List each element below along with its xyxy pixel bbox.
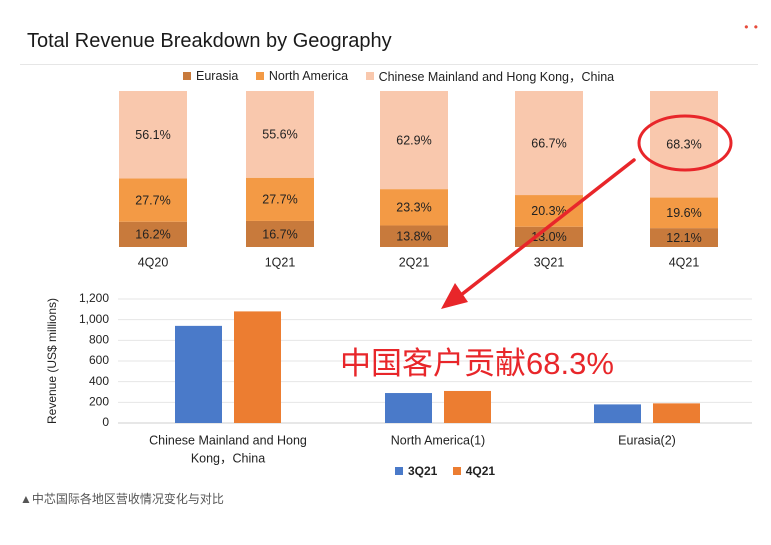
revenue-bar-3q21-2 [594, 404, 641, 423]
annotation-arrow-head [441, 283, 468, 309]
highlight-circle [637, 114, 733, 172]
annotation-arrow-shaft [459, 158, 636, 297]
data-label-north-america-1q21: 27.7% [262, 193, 297, 207]
stacked-percent-chart: 16.2% 27.7% 56.1% 4Q20 16.7% 27.7% 55.6% 1Q21 13… [119, 91, 718, 269]
annotation-callout: 中国客户贡献68.3% [340, 346, 614, 381]
legend-label-china: Chinese Mainland and Hong Kong，China [378, 70, 615, 84]
data-label-eurasia-4q20: 16.2% [135, 228, 170, 242]
data-label-china-4q21: 68.3% [666, 138, 701, 152]
x-category-label-0-1: Kong，China [191, 451, 265, 465]
data-label-eurasia-4q21: 12.1% [666, 231, 701, 245]
revenue-legend: 3Q21 4Q21 [395, 464, 507, 478]
stacked-bar-china-3q21 [515, 91, 583, 196]
y-tick-400: 400 [89, 374, 109, 388]
title-divider [20, 64, 758, 65]
y-tick-1000: 1,000 [79, 312, 109, 326]
chart-title: Total Revenue Breakdown by Geography [27, 30, 392, 52]
stacked-bar-eurasia-2q21 [380, 225, 448, 247]
data-label-north-america-4q20: 27.7% [135, 193, 170, 207]
revenue-bar-4q21-2 [653, 403, 700, 423]
stacked-bar-eurasia-1q21 [246, 220, 314, 247]
stacked-bar-north-america-1q21 [246, 177, 314, 221]
x-tick-1q21: 1Q21 [265, 255, 296, 269]
data-label-eurasia-2q21: 13.8% [396, 230, 431, 244]
stacked-bar-china-2q21 [380, 91, 448, 190]
stacked-bar-north-america-2q21 [380, 189, 448, 226]
revenue-chart-panel [17, 282, 759, 480]
legend-swatch-eurasia [183, 71, 191, 80]
revenue-bar-chart: 0 200 400 600 800 1,000 1,200 Revenue (US$ mill… [45, 291, 752, 465]
stacked-bar-china-4q21 [650, 91, 718, 198]
legend-label-3q21: 3Q21 [408, 464, 438, 478]
legend-swatch-north-america [255, 71, 264, 80]
x-category-label-2-0: Eurasia(2) [618, 433, 676, 447]
stacked-bar-china-1q21 [246, 91, 314, 178]
y-tick-200: 200 [89, 395, 109, 409]
data-label-china-4q20: 56.1% [135, 128, 170, 142]
data-label-north-america-3q21: 20.3% [531, 204, 566, 218]
image-caption: ▲中芯国际各地区营收情况变化与对比 [20, 492, 224, 506]
stacked-bar-eurasia-3q21 [515, 226, 583, 247]
y-axis-label: Revenue (US$ millions) [45, 298, 59, 424]
decorative-dots: • • [744, 20, 759, 34]
data-label-china-3q21: 66.7% [531, 136, 566, 150]
stacked-bar-north-america-3q21 [515, 195, 583, 227]
stacked-bar-china-4q20 [119, 91, 187, 179]
legend-item-3q21: 3Q21 [395, 464, 437, 478]
x-tick-2q21: 2Q21 [399, 255, 430, 269]
revenue-bar-3q21-0 [175, 325, 222, 423]
revenue-bar-4q21-0 [234, 311, 281, 423]
data-label-china-2q21: 62.9% [396, 133, 431, 147]
y-tick-1200: 1,200 [79, 291, 109, 305]
x-tick-4q21: 4Q21 [669, 255, 700, 269]
legend-item-north-america: North America [255, 68, 349, 83]
legend-item-eurasia: Eurasia [183, 69, 238, 83]
x-category-label-0-0: Chinese Mainland and Hong [149, 433, 307, 447]
legend-swatch-china [365, 71, 374, 80]
stacked-legend: Eurasia North America Chinese Mainland a… [183, 66, 628, 85]
y-tick-0: 0 [102, 415, 109, 429]
legend-label-4q21: 4Q21 [465, 464, 496, 478]
legend-swatch-4q21 [452, 467, 461, 475]
stacked-bar-north-america-4q21 [650, 197, 718, 229]
stacked-bar-eurasia-4q21 [650, 228, 718, 247]
data-label-china-1q21: 55.6% [262, 128, 297, 142]
legend-item-4q21: 4Q21 [452, 464, 496, 478]
legend-label-eurasia: Eurasia [196, 68, 239, 83]
y-tick-800: 800 [89, 333, 109, 347]
x-tick-4q20: 4Q20 [138, 255, 169, 269]
legend-label-north-america: North America [268, 68, 349, 83]
x-tick-3q21: 3Q21 [534, 255, 565, 269]
legend-item-china: Chinese Mainland and Hong Kong，China [365, 66, 615, 85]
y-tick-600: 600 [89, 353, 109, 367]
data-label-eurasia-1q21: 16.7% [262, 227, 297, 241]
revenue-bar-3q21-1 [385, 393, 432, 423]
legend-swatch-3q21 [395, 467, 403, 475]
data-label-north-america-2q21: 23.3% [396, 201, 431, 215]
x-category-label-1-0: North America(1) [391, 433, 485, 447]
stacked-bar-eurasia-4q20 [119, 221, 187, 247]
stacked-bar-north-america-4q20 [119, 178, 187, 222]
revenue-bar-4q21-1 [444, 390, 491, 423]
data-label-north-america-4q21: 19.6% [666, 206, 701, 220]
annotation-layer [441, 114, 733, 309]
